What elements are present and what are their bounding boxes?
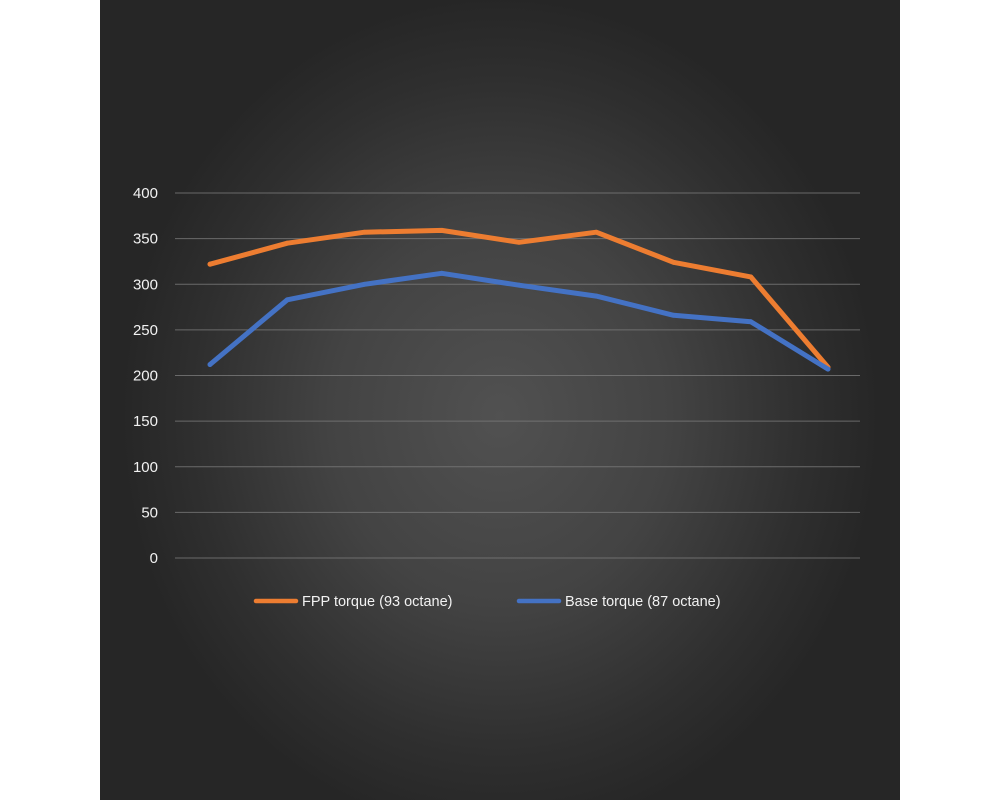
data-point-base-7 xyxy=(671,312,676,318)
y-tick-label-200: 200 xyxy=(133,368,158,385)
series-line-base-torque xyxy=(207,270,831,372)
data-point-fpp-3 xyxy=(362,229,367,235)
data-point-fpp-1 xyxy=(207,261,213,267)
data-point-fpp-5 xyxy=(516,239,522,245)
chart-background xyxy=(100,0,900,800)
y-tick-label-250: 250 xyxy=(133,322,158,339)
y-tick-label-0: 0 xyxy=(150,550,158,567)
y-tick-label-300: 300 xyxy=(133,276,158,293)
series-lines xyxy=(207,227,831,372)
data-point-base-6 xyxy=(593,293,599,299)
y-tick-label-50: 50 xyxy=(141,504,158,521)
legend-label-base: Base torque (87 octane) xyxy=(565,594,721,610)
data-point-base-9 xyxy=(825,366,831,372)
data-point-fpp-7 xyxy=(671,259,676,265)
data-point-base-2 xyxy=(284,297,290,303)
data-point-fpp-2 xyxy=(284,240,290,246)
y-tick-label-100: 100 xyxy=(133,459,158,476)
legend: FPP torque (93 octane) Base torque (87 o… xyxy=(253,594,721,610)
data-point-fpp-6 xyxy=(593,229,599,235)
y-tick-label-150: 150 xyxy=(133,413,158,430)
data-point-fpp-8 xyxy=(748,274,754,280)
y-axis-tick-labels: 0 50 100 150 200 250 300 350 400 xyxy=(133,185,158,567)
gridlines xyxy=(175,192,860,559)
data-point-base-4 xyxy=(439,270,445,276)
data-point-base-1 xyxy=(207,362,213,367)
data-point-base-8 xyxy=(748,319,754,325)
y-tick-label-350: 350 xyxy=(133,231,158,248)
data-point-base-3 xyxy=(362,281,367,287)
y-tick-label-400: 400 xyxy=(133,185,158,202)
legend-label-fpp: FPP torque (93 octane) xyxy=(302,594,452,610)
data-point-fpp-4 xyxy=(439,228,445,233)
data-point-base-5 xyxy=(516,282,522,288)
